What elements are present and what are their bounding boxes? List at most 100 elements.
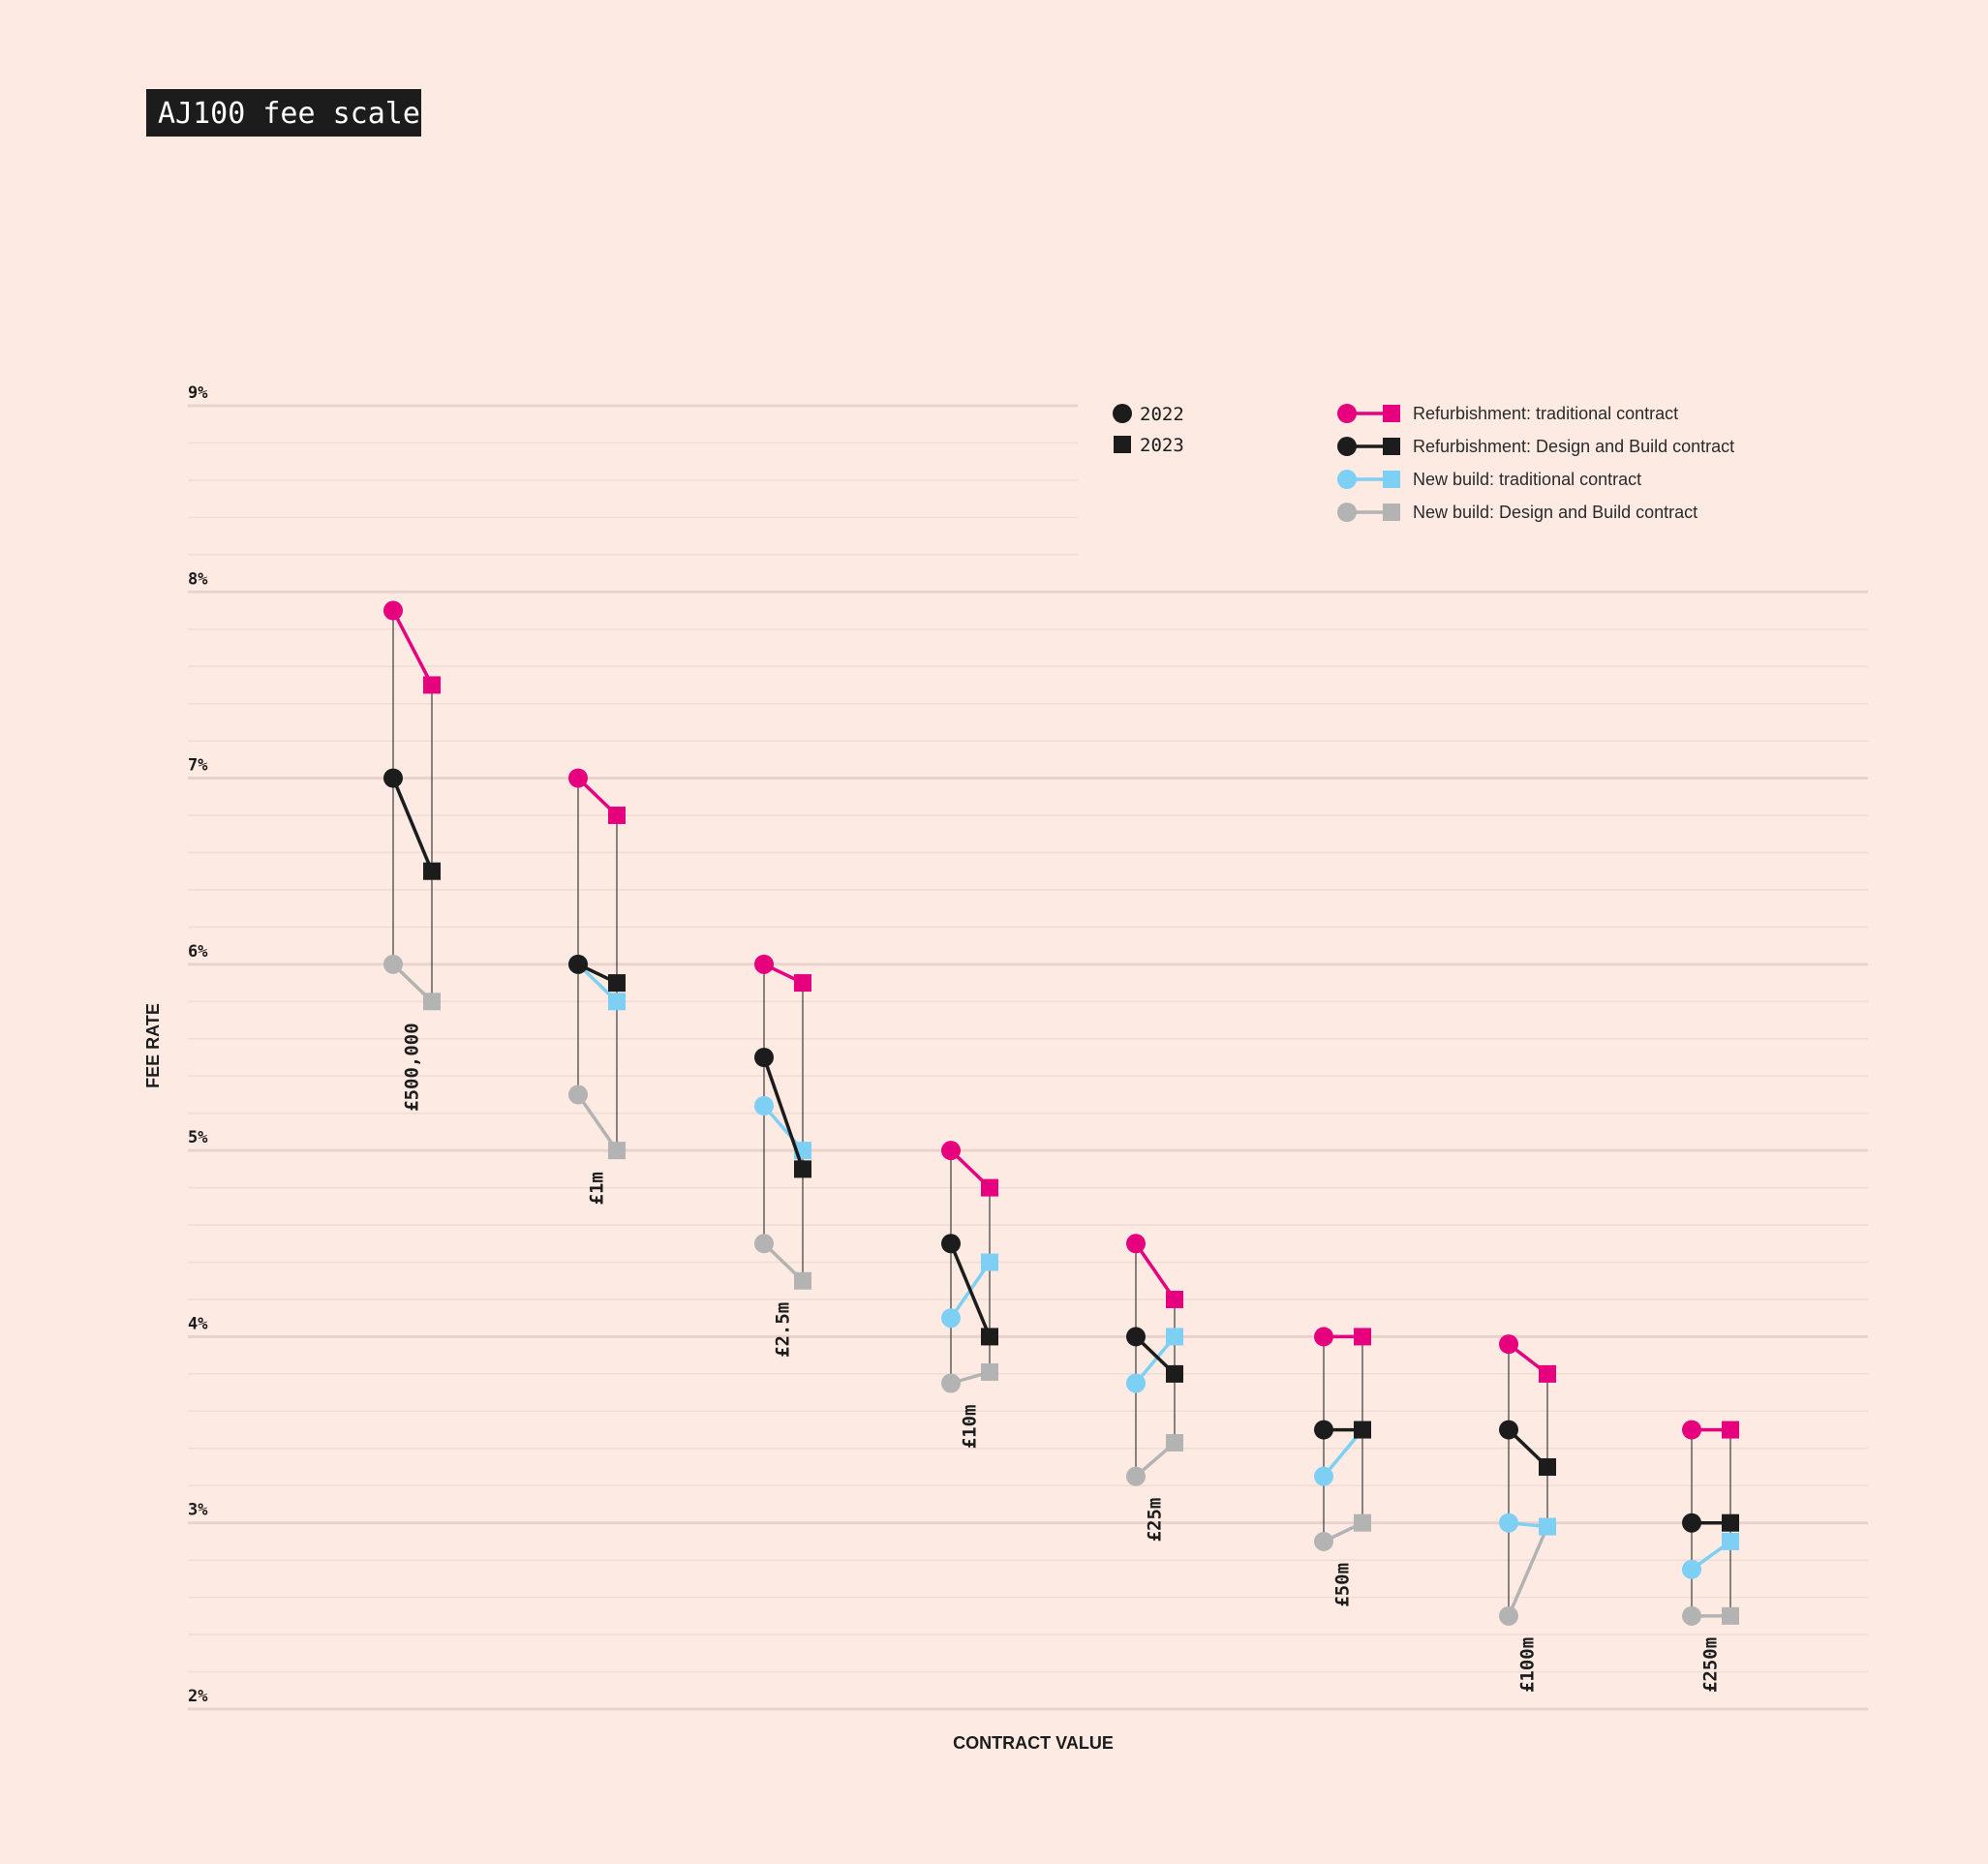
chart-title-group: AJ100 fee scale	[146, 89, 421, 137]
year-legend: 2022 2023	[1113, 404, 1184, 456]
point-2022	[754, 1048, 774, 1067]
point-2022	[568, 954, 588, 974]
y-tick-label: 9%	[188, 383, 208, 403]
series-legend-label: Refurbishment: traditional contract	[1413, 404, 1678, 423]
point-2023	[981, 1362, 998, 1381]
point-2022	[941, 1141, 961, 1161]
legend-square-icon	[1114, 436, 1131, 453]
x-category-label: £1m	[587, 1172, 608, 1205]
point-2023	[794, 1271, 811, 1290]
point-2023	[1722, 1606, 1739, 1625]
x-category-label: £500,000	[402, 1023, 423, 1112]
title-background	[146, 89, 421, 137]
point-2022	[383, 768, 403, 788]
point-2023	[1722, 1421, 1739, 1439]
point-2023	[1722, 1513, 1739, 1532]
point-2023	[1166, 1364, 1183, 1383]
series-legend-label: Refurbishment: Design and Build contract	[1413, 437, 1734, 456]
point-2022	[1682, 1559, 1701, 1579]
point-2022	[568, 1085, 588, 1105]
point-2023	[1722, 1532, 1739, 1550]
point-2022	[1314, 1466, 1333, 1486]
point-2023	[1539, 1458, 1556, 1477]
series-group	[383, 600, 1739, 1440]
series-legend-label: New build: Design and Build contract	[1413, 503, 1697, 522]
point-2022	[1499, 1334, 1518, 1355]
point-2022	[383, 600, 403, 621]
point-2023	[1539, 1517, 1556, 1536]
point-2023	[981, 1253, 998, 1271]
y-tick-label: 7%	[188, 756, 208, 776]
point-2022	[1682, 1605, 1701, 1626]
point-2023	[1539, 1364, 1556, 1383]
y-tick-label: 3%	[188, 1501, 208, 1520]
series-legend-label: New build: traditional contract	[1413, 470, 1641, 489]
x-category-label: £100m	[1517, 1637, 1539, 1693]
point-2022	[568, 768, 588, 788]
x-axis-title: CONTRACT VALUE	[953, 1733, 1114, 1753]
point-2022	[1126, 1373, 1146, 1393]
point-2022	[1314, 1531, 1333, 1551]
year-legend-label: 2023	[1140, 435, 1184, 456]
point-2022	[1499, 1605, 1518, 1626]
series-connector	[949, 1242, 992, 1338]
legend-circle-icon	[1337, 437, 1357, 456]
series-connector	[391, 777, 434, 872]
point-2023	[608, 1142, 626, 1160]
point-2023	[1354, 1421, 1371, 1439]
point-2023	[794, 974, 811, 993]
y-tick-label: 8%	[188, 569, 208, 589]
point-2023	[1354, 1513, 1371, 1532]
point-2023	[981, 1178, 998, 1197]
legend-circle-icon	[1337, 404, 1357, 423]
point-2023	[1166, 1434, 1183, 1452]
point-2022	[1499, 1513, 1518, 1533]
y-axis-title: FEE RATE	[143, 1003, 163, 1088]
legend-square-icon	[1383, 405, 1400, 422]
point-2022	[1126, 1466, 1146, 1486]
x-category-label: £25m	[1145, 1498, 1166, 1543]
x-category-label: £250m	[1700, 1637, 1722, 1693]
point-2022	[941, 1308, 961, 1329]
point-2023	[608, 993, 626, 1011]
year-legend-label: 2022	[1140, 404, 1184, 425]
legend-circle-icon	[1337, 503, 1357, 522]
x-category-label: £50m	[1332, 1563, 1354, 1607]
point-2022	[1499, 1420, 1518, 1440]
point-2022	[941, 1234, 961, 1254]
legend-square-icon	[1383, 504, 1400, 521]
point-2022	[1314, 1420, 1333, 1440]
x-category-label: £2.5m	[773, 1302, 794, 1358]
point-2023	[423, 993, 441, 1011]
chart-title: AJ100 fee scale	[158, 97, 420, 131]
point-2023	[608, 807, 626, 825]
point-2022	[1682, 1420, 1701, 1440]
point-2023	[794, 1160, 811, 1178]
series-legend: Refurbishment: traditional contract Refur…	[1337, 404, 1734, 522]
point-2022	[1314, 1327, 1333, 1347]
y-tick-label: 5%	[188, 1128, 208, 1147]
point-2023	[423, 676, 441, 694]
x-category-labels: £500,000 £1m £2.5m £10m £25m £50m £100m £250m	[402, 1023, 1722, 1693]
y-tick-label: 4%	[188, 1314, 208, 1333]
series-connector	[391, 609, 434, 687]
legend-circle-icon	[1337, 470, 1357, 489]
point-2023	[1166, 1290, 1183, 1308]
point-2023	[1354, 1328, 1371, 1346]
point-2022	[1126, 1234, 1146, 1254]
point-2022	[754, 1234, 774, 1254]
point-2022	[1682, 1513, 1701, 1533]
legend-square-icon	[1383, 438, 1400, 455]
series-connector	[762, 1056, 805, 1170]
point-2023	[981, 1328, 998, 1346]
legend-circle-icon	[1113, 404, 1132, 423]
point-2022	[941, 1373, 961, 1393]
y-tick-label: 2%	[188, 1687, 208, 1706]
y-tick-label: 6%	[188, 942, 208, 962]
series-group	[383, 768, 1739, 1533]
series-connector	[576, 1093, 619, 1152]
grid-layer	[188, 404, 1868, 1711]
x-category-label: £10m	[960, 1405, 981, 1450]
